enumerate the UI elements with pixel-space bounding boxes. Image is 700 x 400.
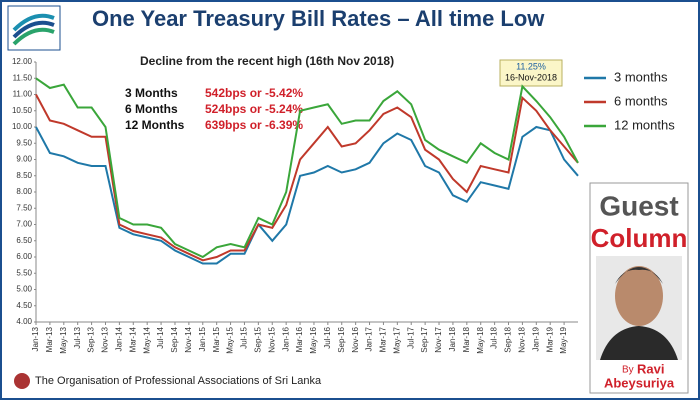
y-tick-label: 5.00	[16, 285, 32, 294]
x-tick-label: Sep-13	[87, 326, 96, 352]
x-tick-label: Nov-15	[267, 326, 276, 352]
photo-suit	[600, 326, 678, 360]
x-tick-label: Mar-18	[462, 326, 471, 352]
y-tick-label: 4.00	[16, 317, 32, 326]
peak-date: 16-Nov-2018	[505, 72, 557, 82]
x-tick-label: May-18	[476, 326, 485, 353]
guest-column: Guest Column By Ravi Abeysuriya	[589, 182, 689, 394]
series-line	[35, 125, 579, 265]
x-tick-label: May-17	[392, 326, 401, 353]
guest-word: Guest	[599, 190, 678, 221]
x-tick-label: Jul-16	[323, 326, 332, 348]
x-tick-label: Nov-18	[518, 326, 527, 352]
x-tick-label: Jan-18	[448, 326, 457, 351]
peak-rate: 11.25%	[516, 61, 546, 71]
x-tick-label: Sep-18	[504, 326, 513, 352]
x-tick-label: Sep-17	[420, 326, 429, 352]
tenor: 6 Months	[125, 102, 178, 116]
series-line	[35, 77, 579, 259]
x-tick-label: Jul-17	[406, 326, 415, 348]
x-tick-label: Jul-15	[240, 326, 249, 348]
x-tick-label: Nov-13	[101, 326, 110, 352]
peak-box	[499, 59, 563, 87]
photo-face	[615, 266, 663, 326]
byline-by: By	[622, 365, 634, 376]
subtitle: Decline from the recent high (16th Nov 2…	[140, 54, 394, 68]
x-tick-label: Jan-16	[281, 326, 290, 351]
change: 524bps or -5.24%	[205, 102, 303, 116]
y-tick-label: 7.00	[16, 220, 32, 229]
x-tick-label: Nov-14	[184, 326, 193, 352]
x-tick-label: Nov-17	[434, 326, 443, 352]
change: 639bps or -6.39%	[205, 118, 303, 132]
series-line	[35, 94, 579, 262]
x-tick-label: Sep-15	[253, 326, 262, 352]
y-tick-label: 9.50	[16, 138, 32, 147]
y-tick-label: 5.50	[16, 268, 32, 277]
y-tick-label: 12.00	[12, 57, 33, 66]
y-tick-label: 6.00	[16, 252, 32, 261]
x-tick-label: Mar-16	[295, 326, 304, 352]
x-tick-label: Jul-13	[73, 326, 82, 348]
x-tick-label: Mar-17	[379, 326, 388, 352]
author-last: Abeysuriya	[604, 375, 675, 390]
peak-label: 11.25% 16-Nov-2018	[499, 59, 563, 87]
x-tick-label: May-13	[59, 326, 68, 353]
x-tick-label: Jul-14	[156, 326, 165, 348]
decline-table: 3 Months 542bps or -5.42% 6 Months 524bps o…	[125, 86, 303, 132]
x-tick-label: Sep-16	[337, 326, 346, 352]
x-tick-label: Mar-15	[212, 326, 221, 352]
x-tick-label: Mar-14	[128, 326, 137, 352]
y-tick-label: 8.00	[16, 187, 32, 196]
photo-hair	[615, 267, 663, 284]
x-tick-label: Mar-19	[545, 326, 554, 352]
change: 542bps or -5.42%	[205, 86, 303, 100]
x-tick-label: Jan-14	[114, 326, 123, 351]
y-tick-label: 8.50	[16, 171, 32, 180]
legend-label: 3 months	[614, 69, 668, 84]
y-tick-label: 4.50	[16, 301, 32, 310]
author-first: Ravi	[637, 361, 664, 376]
y-tick-label: 10.00	[12, 122, 33, 131]
legend-label: 12 months	[614, 117, 675, 132]
y-tick-label: 9.00	[16, 155, 32, 164]
x-tick-label: May-19	[559, 326, 568, 353]
x-tick-label: Sep-14	[170, 326, 179, 352]
logo	[7, 5, 61, 51]
legend-label: 6 months	[614, 93, 668, 108]
column-word: Column	[591, 223, 688, 253]
footer-logo	[14, 373, 30, 389]
chart-title: One Year Treasury Bill Rates – All time …	[92, 6, 545, 31]
y-tick-label: 11.00	[13, 90, 33, 99]
x-tick-label: Jan-17	[365, 326, 374, 351]
x-tick-label: Nov-16	[351, 326, 360, 352]
x-tick-label: May-14	[142, 326, 151, 353]
plot: 4.00 4.50 5.00 5.50 6.00 6.50 7.00 7.50 8.00 8.50…	[12, 57, 579, 354]
x-tick-label: May-15	[226, 326, 235, 353]
y-tick-label: 6.50	[16, 236, 32, 245]
x-tick-label: Jan-19	[531, 326, 540, 351]
footer-text: The Organisation of Professional Associa…	[35, 375, 322, 387]
tenor: 12 Months	[125, 118, 185, 132]
x-tick-label: Mar-13	[45, 326, 54, 352]
x-tick-label: Jan-13	[31, 326, 40, 351]
y-tick-label: 7.50	[16, 203, 32, 212]
legend: 3 months 6 months 12 months	[584, 69, 675, 132]
x-tick-label: May-16	[309, 326, 318, 353]
y-tick-label: 11.50	[13, 73, 33, 82]
y-tick-label: 10.50	[12, 106, 33, 115]
tenor: 3 Months	[125, 86, 178, 100]
x-tick-label: Jan-15	[198, 326, 207, 351]
byline-box	[596, 360, 682, 390]
x-tick-label: Jul-18	[490, 326, 499, 348]
